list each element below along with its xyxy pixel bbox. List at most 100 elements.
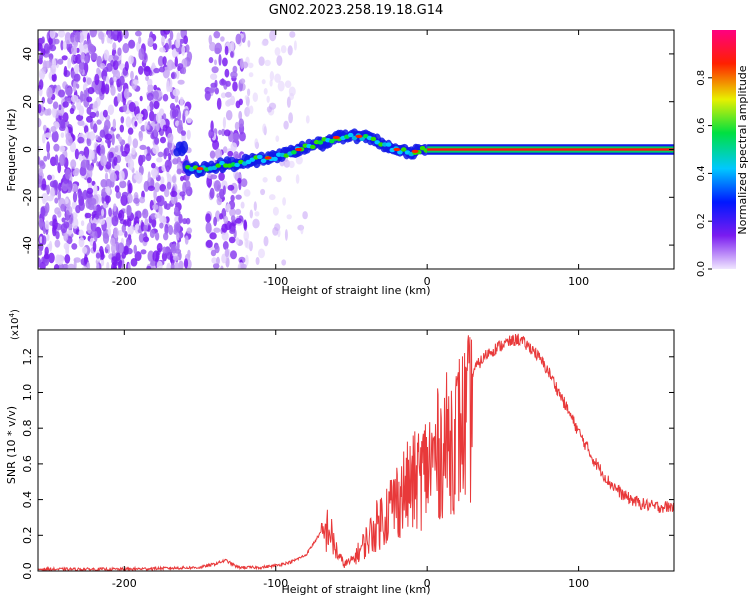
noise-blob [159, 184, 167, 192]
noise-blob [179, 96, 184, 107]
noise-blob [92, 101, 99, 113]
colorbar-tick-label: 0.2 [696, 213, 707, 229]
noise-blob [80, 90, 84, 101]
snr-scale-label: (x104) [8, 309, 21, 340]
noise-blob [74, 148, 79, 160]
noise-blob [175, 38, 181, 49]
noise-blob [293, 40, 297, 51]
noise-blob [71, 45, 78, 55]
noise-blob [83, 89, 87, 98]
noise-blob [38, 79, 44, 90]
noise-blob [122, 103, 128, 113]
noise-blob [152, 144, 160, 155]
noise-blob [176, 168, 182, 175]
noise-blob [170, 190, 178, 197]
noise-blob [220, 36, 225, 42]
noise-blob [88, 203, 95, 211]
noise-blob [124, 231, 128, 238]
noise-blob [139, 144, 147, 150]
noise-blob [54, 239, 61, 248]
noise-blob [155, 112, 162, 124]
noise-blob [110, 85, 116, 96]
noise-blob [232, 81, 238, 92]
noise-blob [247, 62, 254, 69]
noise-blob [281, 259, 287, 266]
noise-blob [80, 159, 88, 169]
noise-blob [49, 30, 56, 39]
noise-blob [112, 55, 119, 61]
noise-blob [163, 30, 171, 35]
noise-blob [94, 230, 98, 243]
noise-blob [163, 148, 167, 160]
noise-blob [73, 73, 81, 82]
noise-blob [64, 254, 71, 264]
noise-blob [63, 230, 69, 242]
noise-blob [38, 160, 45, 166]
noise-blob [106, 62, 113, 72]
noise-blob [127, 193, 133, 204]
noise-blob [86, 261, 91, 269]
noise-blob [185, 44, 190, 53]
noise-blob [84, 212, 92, 219]
noise-blob [38, 117, 42, 128]
noise-blob [87, 87, 95, 95]
noise-blob [147, 37, 154, 47]
noise-blob [48, 36, 53, 46]
noise-blob [113, 227, 119, 239]
noise-blob [46, 234, 50, 241]
noise-blob [138, 130, 144, 142]
ridge-core [400, 147, 407, 152]
noise-blob [185, 110, 189, 117]
noise-blob [284, 229, 288, 241]
noise-blob [82, 76, 86, 83]
noise-blob [49, 44, 57, 52]
noise-blob [168, 153, 172, 161]
noise-blob [113, 34, 118, 41]
colorbar-tick-label: 0.0 [696, 261, 707, 277]
noise-blob [143, 65, 151, 77]
noise-blob [63, 221, 70, 229]
noise-blob [248, 72, 254, 78]
noise-blob [160, 136, 166, 144]
noise-blob [274, 73, 281, 83]
noise-blob [90, 230, 95, 239]
noise-blob [102, 109, 108, 118]
noise-blob [180, 130, 186, 136]
noise-blob [113, 203, 117, 212]
noise-blob [186, 51, 193, 62]
noise-blob [178, 260, 183, 269]
noise-blob [135, 30, 142, 37]
noise-blob [48, 252, 55, 264]
noise-blob [221, 253, 227, 264]
noise-blob [128, 55, 134, 65]
noise-blob [139, 95, 143, 102]
noise-blob [163, 232, 169, 241]
noise-blob [115, 252, 121, 261]
noise-blob [171, 175, 177, 184]
noise-blob [77, 120, 85, 126]
noise-blob [119, 124, 125, 133]
noise-blob [47, 243, 52, 250]
noise-blob [96, 67, 101, 75]
noise-blob [73, 257, 81, 263]
noise-blob [221, 231, 229, 241]
noise-blob [288, 112, 293, 124]
noise-blob [96, 262, 100, 269]
noise-blob [65, 209, 70, 222]
noise-blob [128, 101, 136, 113]
noise-blob [171, 62, 176, 68]
noise-blob [72, 80, 77, 93]
noise-blob [122, 43, 130, 54]
noise-blob [72, 169, 79, 177]
noise-blob [52, 101, 59, 109]
noise-blob [132, 79, 139, 85]
ridge-core [272, 156, 278, 162]
noise-blob [157, 195, 165, 207]
x-tick-label: -200 [112, 275, 137, 288]
noise-blob [44, 246, 49, 256]
noise-blob [128, 182, 133, 194]
noise-blob [186, 129, 191, 140]
noise-blob [222, 146, 228, 154]
noise-blob [147, 171, 151, 183]
ridge-core [317, 140, 324, 145]
